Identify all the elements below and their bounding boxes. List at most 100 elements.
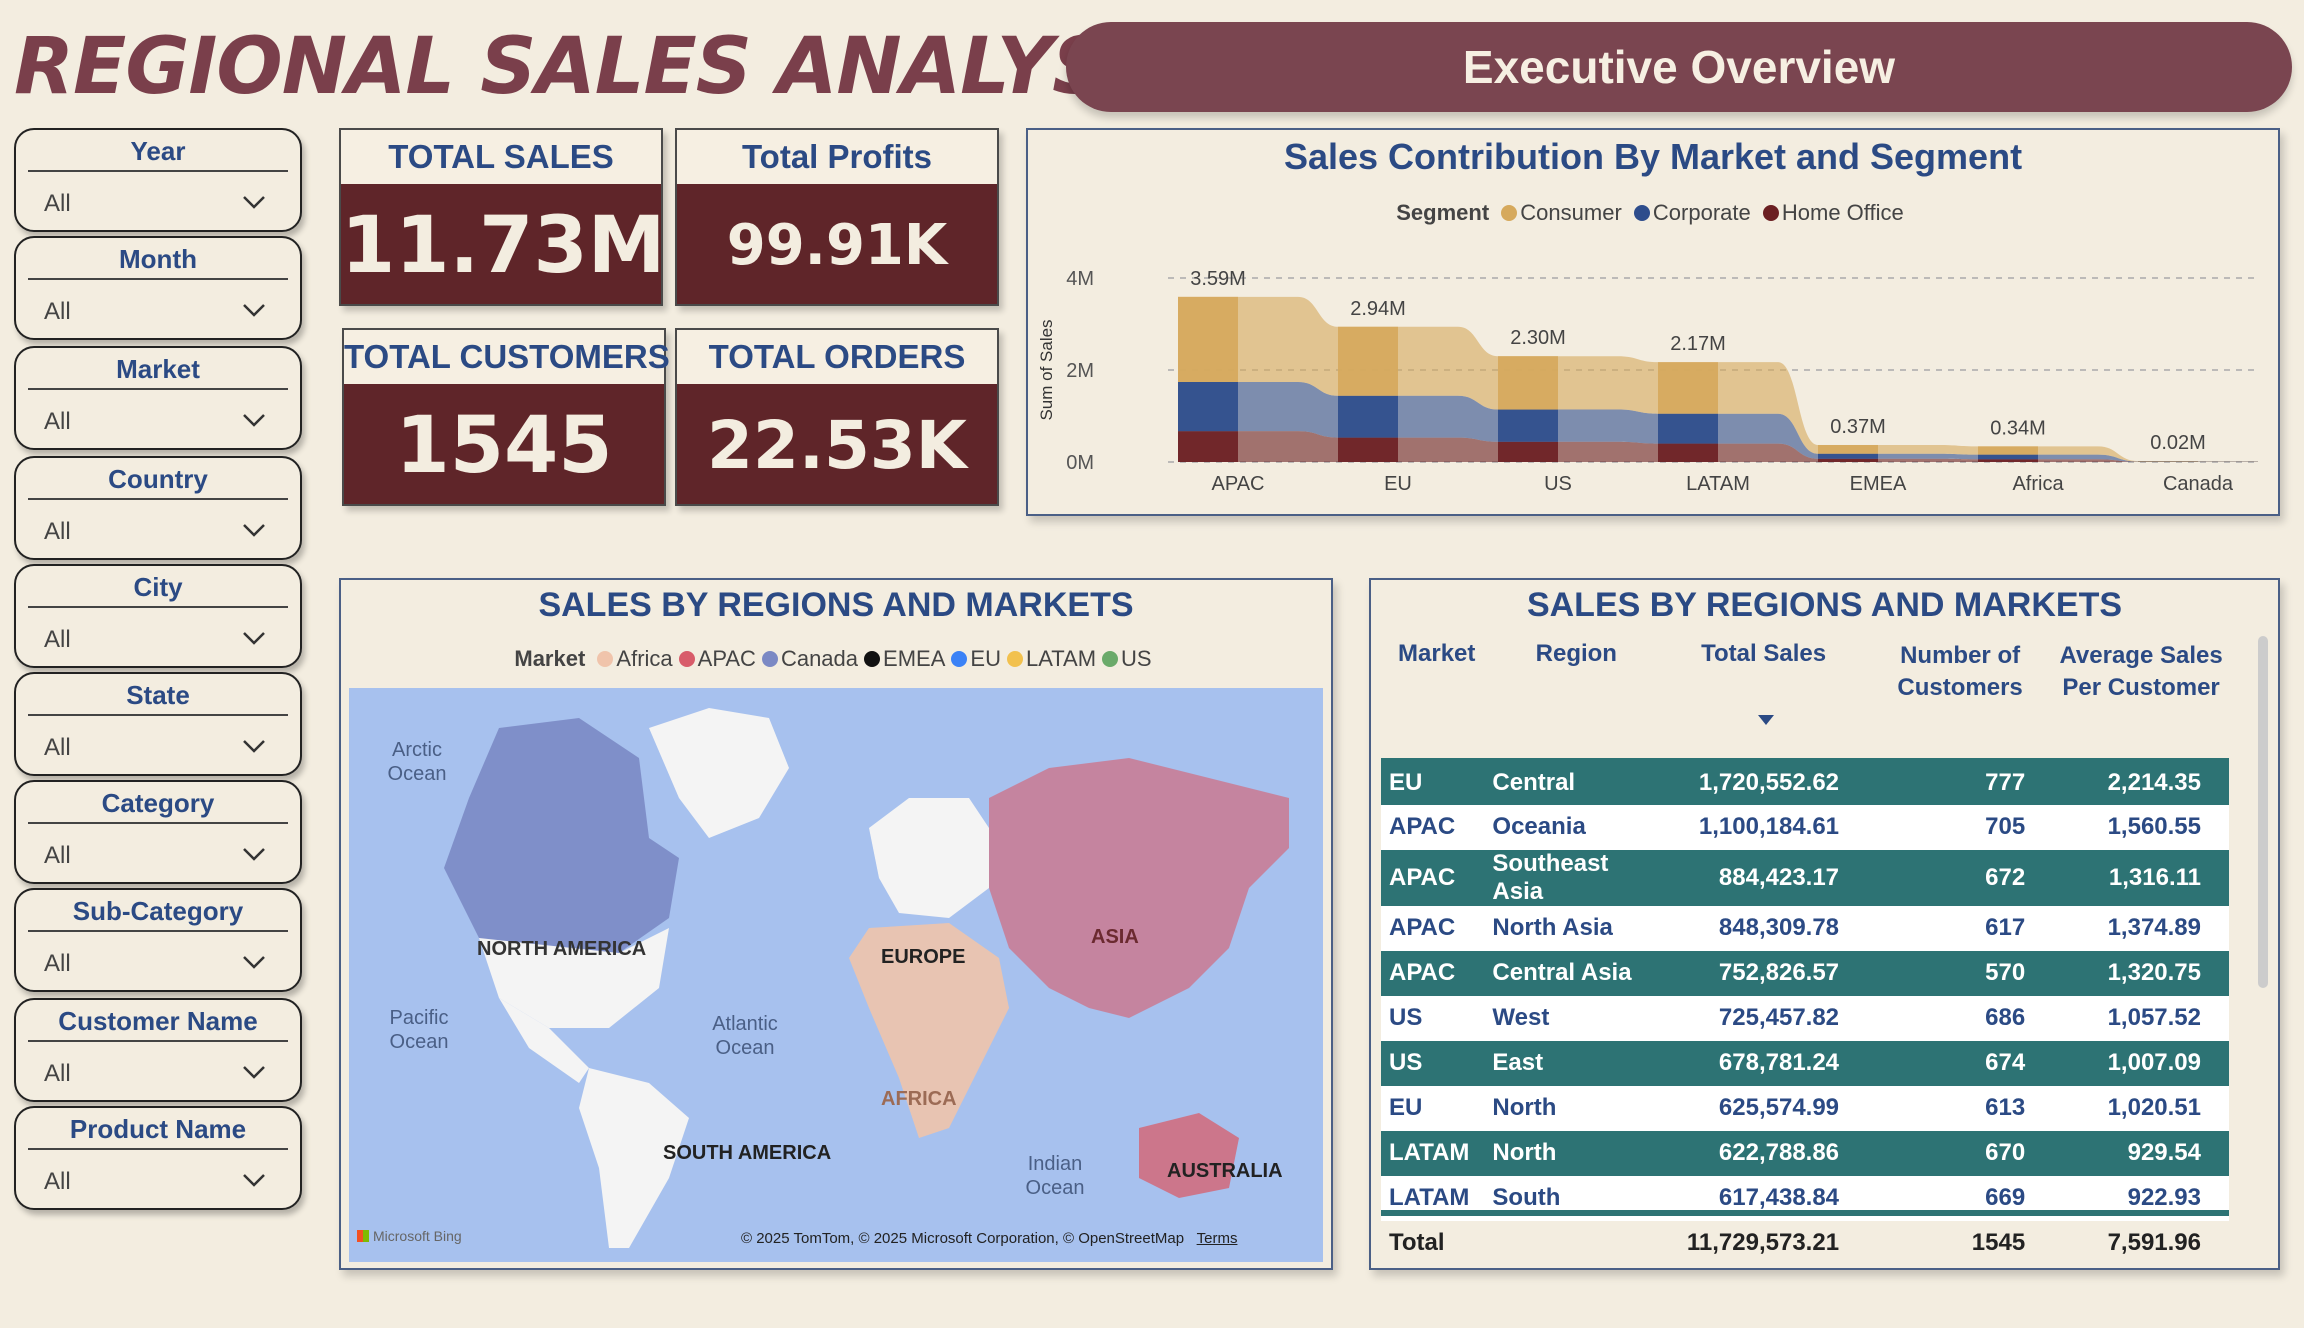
chevron-down-icon[interactable]	[240, 948, 268, 976]
legend-market-emea[interactable]: EMEA	[864, 646, 945, 671]
segment-bar-home-office	[1338, 437, 1398, 462]
cell-total-sales: 622,788.86	[1660, 1130, 1868, 1176]
chevron-down-icon[interactable]	[240, 516, 268, 544]
col-header-avg-sales[interactable]: Average Sales Per Customer	[2059, 642, 2223, 701]
slicer-label: Category	[28, 788, 288, 824]
slicer-value[interactable]: All	[44, 190, 71, 217]
slicer-value[interactable]: All	[44, 842, 71, 869]
table-scrollbar[interactable]	[2258, 636, 2268, 988]
legend-corporate[interactable]: Corporate	[1633, 200, 1751, 225]
segment-area-chart[interactable]: 0M 2M 4M Sum of Sales 3.59M APAC 2.94M EU 2.30M U…	[1028, 130, 2278, 514]
slicer-customer-name[interactable]: Customer Name All	[14, 998, 302, 1102]
cell-avg-sales: 1,560.55	[2053, 804, 2229, 850]
y-axis-label: Sum of Sales	[1037, 319, 1056, 420]
slicer-value[interactable]: All	[44, 298, 71, 325]
legend-market-latam[interactable]: LATAM	[1006, 646, 1096, 671]
slicer-sub-category[interactable]: Sub-Category All	[14, 888, 302, 992]
cell-market: APAC	[1381, 804, 1485, 850]
chevron-down-icon[interactable]	[240, 1058, 268, 1086]
cell-avg-sales: 929.54	[2053, 1130, 2229, 1176]
table-row[interactable]: EU North 625,574.99 613 1,020.51	[1381, 1085, 2229, 1131]
map-label-pacific-ocean: Pacific Ocean	[389, 1007, 449, 1053]
slicer-label: Month	[28, 244, 288, 280]
table-row[interactable]: APAC Oceania 1,100,184.61 705 1,560.55	[1381, 804, 2229, 850]
chevron-down-icon[interactable]	[240, 1166, 268, 1194]
kpi-total-sales-label: TOTAL SALES	[341, 130, 661, 184]
y-tick-label: 2M	[1066, 360, 1094, 382]
slicer-value[interactable]: All	[44, 1168, 71, 1195]
slicer-value[interactable]: All	[44, 518, 71, 545]
kpi-total-orders-value: 22.53K	[707, 407, 967, 484]
table-row[interactable]: US West 725,457.82 686 1,057.52	[1381, 995, 2229, 1041]
cell-customers: 686	[1867, 995, 2054, 1041]
segment-bar-consumer	[1818, 444, 1878, 454]
chevron-down-icon[interactable]	[240, 406, 268, 434]
segment-chart-panel: Sales Contribution By Market and Segment…	[1026, 128, 2280, 516]
slicer-value[interactable]: All	[44, 1060, 71, 1087]
table-row[interactable]: APAC Southeast Asia 884,423.17 672 1,316.11	[1381, 849, 2229, 906]
slicer-value[interactable]: All	[44, 950, 71, 977]
sort-desc-icon[interactable]	[1758, 715, 1775, 725]
legend-market-africa[interactable]: Africa	[597, 646, 673, 671]
legend-market-us[interactable]: US	[1102, 646, 1152, 671]
y-tick-label: 0M	[1066, 452, 1094, 474]
kpi-total-customers: TOTAL CUSTOMERS 1545	[342, 328, 670, 506]
cell-avg-sales: 1,007.09	[2053, 1040, 2229, 1086]
data-label-total: 0.37M	[1830, 416, 1886, 438]
slicer-country[interactable]: Country All	[14, 456, 302, 560]
table-row[interactable]: US East 678,781.24 674 1,007.09	[1381, 1040, 2229, 1086]
kpi-total-orders: TOTAL ORDERS 22.53K	[675, 328, 999, 506]
legend-market-apac[interactable]: APAC	[678, 646, 756, 671]
chevron-down-icon[interactable]	[240, 188, 268, 216]
sales-table: Market Region Total Sales Number of Cust…	[1381, 640, 2229, 755]
slicer-value[interactable]: All	[44, 626, 71, 653]
kpi-total-profits: Total Profits 99.91K	[675, 128, 999, 306]
segment-bar-corporate	[1978, 454, 2038, 460]
cell-market: APAC	[1381, 905, 1485, 951]
segment-bar-consumer	[1978, 446, 2038, 455]
legend-market-eu[interactable]: EU	[951, 646, 1001, 671]
slicer-market[interactable]: Market All	[14, 346, 302, 450]
chevron-down-icon[interactable]	[240, 624, 268, 652]
chevron-down-icon[interactable]	[240, 296, 268, 324]
kpi-total-orders-label: TOTAL ORDERS	[677, 330, 997, 384]
chevron-down-icon[interactable]	[240, 840, 268, 868]
cell-region: Central	[1484, 759, 1661, 805]
map-terms-link[interactable]: Terms	[1196, 1230, 1238, 1247]
table-row[interactable]: LATAM North 622,788.86 670 929.54	[1381, 1130, 2229, 1176]
slicer-value[interactable]: All	[44, 734, 71, 761]
table-row[interactable]: APAC North Asia 848,309.78 617 1,374.89	[1381, 905, 2229, 951]
bing-logo: Microsoft Bing	[357, 1228, 462, 1244]
cell-region: North	[1484, 1130, 1661, 1176]
map-label-south-america: SOUTH AMERICA	[663, 1142, 832, 1164]
table-row[interactable]: EU Central 1,720,552.62 777 2,214.35	[1381, 759, 2229, 805]
chevron-down-icon[interactable]	[240, 732, 268, 760]
south-america-shape	[579, 1068, 689, 1248]
cell-market: APAC	[1381, 950, 1485, 996]
legend-consumer[interactable]: Consumer	[1501, 200, 1622, 225]
slicer-month[interactable]: Month All	[14, 236, 302, 340]
col-header-market[interactable]: Market	[1398, 640, 1476, 667]
legend-home-office[interactable]: Home Office	[1762, 200, 1904, 225]
world-map[interactable]: Arctic Ocean NORTH AMERICA EUROPE ASIA P…	[349, 688, 1323, 1262]
cell-market: US	[1381, 995, 1485, 1041]
cell-customers: 613	[1867, 1085, 2054, 1131]
slicer-category[interactable]: Category All	[14, 780, 302, 884]
slicer-year[interactable]: Year All	[14, 128, 302, 232]
slicer-state[interactable]: State All	[14, 672, 302, 776]
kpi-total-sales-value: 11.73M	[341, 201, 666, 291]
map-label-europe: EUROPE	[881, 946, 966, 968]
slicer-label: Customer Name	[28, 1006, 288, 1042]
col-header-region[interactable]: Region	[1535, 640, 1617, 667]
col-header-customers[interactable]: Number of Customers	[1897, 642, 2023, 701]
market-legend: Market Africa APAC Canada EMEA EU LATAM US	[341, 646, 1331, 672]
slicer-value[interactable]: All	[44, 408, 71, 435]
segment-bar-corporate	[1658, 413, 1718, 444]
slicer-product-name[interactable]: Product Name All	[14, 1106, 302, 1210]
legend-market-canada[interactable]: Canada	[761, 646, 858, 671]
slicer-city[interactable]: City All	[14, 564, 302, 668]
col-header-total-sales[interactable]: Total Sales	[1660, 640, 1867, 755]
table-row[interactable]: APAC Central Asia 752,826.57 570 1,320.75	[1381, 950, 2229, 996]
slicer-label: Sub-Category	[28, 896, 288, 932]
x-tick-label: Canada	[2163, 473, 2234, 495]
